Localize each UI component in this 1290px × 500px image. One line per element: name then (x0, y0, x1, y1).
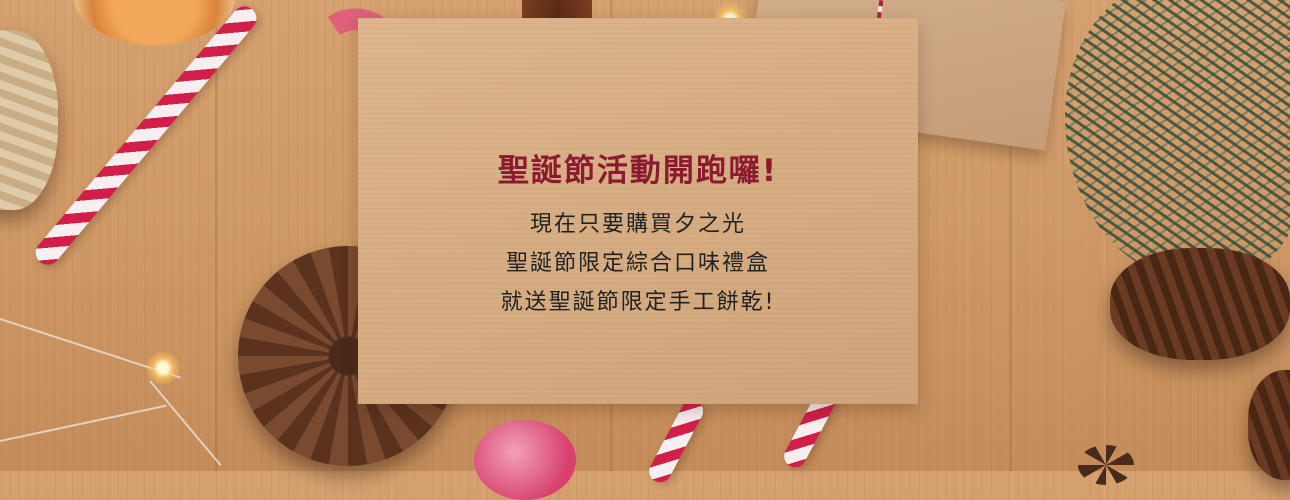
promo-headline: 聖誕節活動開跑囉! (497, 153, 779, 189)
pinecone-corner (1248, 370, 1290, 480)
wood-seam (1010, 0, 1012, 471)
pine-branch (1065, 0, 1290, 280)
promo-line-1: 現在只要購買夕之光 (529, 212, 746, 237)
promo-line-2: 聖誕節限定綜合口味禮盒 (505, 251, 770, 276)
kraft-paper-card (358, 18, 918, 404)
pinecone-right (1110, 248, 1290, 360)
frosted-pinecone (0, 30, 58, 210)
sugared-candy (474, 420, 576, 500)
light-wire (149, 380, 222, 466)
star-anise (1078, 445, 1134, 485)
candy-cane-small (645, 396, 707, 487)
promo-line-3: 就送聖誕節限定手工餅乾! (500, 290, 776, 315)
light-wire (0, 404, 167, 442)
wood-seam (215, 0, 217, 471)
fairy-light (145, 350, 181, 386)
